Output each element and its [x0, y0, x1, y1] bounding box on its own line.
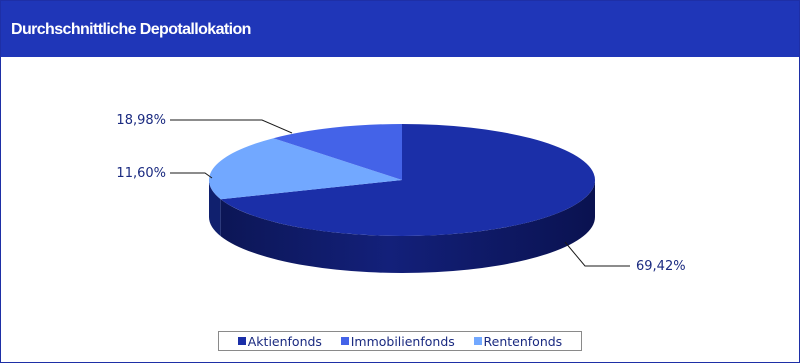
leader-line-rentenfonds — [170, 119, 293, 134]
legend-label-immobilienfonds: Immobilienfonds — [350, 333, 455, 349]
legend-item-aktienfonds: Aktienfonds — [237, 333, 322, 349]
leader-line-aktienfonds — [564, 241, 630, 267]
chart-legend: Aktienfonds Immobilienfonds Rentenfonds — [218, 331, 582, 351]
legend-swatch-immobilienfonds — [340, 337, 349, 345]
pie-slice-aktienfonds — [220, 124, 596, 237]
pie-side-rentenfonds — [209, 180, 221, 237]
pie-side-group — [209, 180, 596, 273]
pie-slice-rentenfonds — [209, 138, 402, 200]
legend-swatch-rentenfonds — [473, 337, 482, 345]
panel-header: Durchschnittliche Depotallokation — [1, 1, 799, 57]
legend-label-rentenfonds: Rentenfonds — [483, 333, 563, 349]
pie-slice-immobilienfonds — [273, 124, 402, 180]
legend-item-rentenfonds: Rentenfonds — [473, 333, 563, 349]
legend-item-immobilienfonds: Immobilienfonds — [340, 333, 455, 349]
pie-label-group: 69,42% 11,60% 18,98% — [116, 113, 685, 274]
legend-label-aktienfonds: Aktienfonds — [247, 333, 322, 349]
data-label-rentenfonds: 18,98% — [116, 113, 166, 128]
panel-title: Durchschnittliche Depotallokation — [11, 21, 251, 38]
pie-side-aktienfonds — [220, 180, 596, 273]
data-label-immobilienfonds: 11,60% — [116, 166, 166, 181]
data-label-aktienfonds: 69,42% — [636, 259, 686, 274]
leader-line-immobilienfonds — [170, 172, 213, 179]
pie-top-group — [209, 124, 596, 237]
legend-swatch-aktienfonds — [237, 337, 246, 345]
